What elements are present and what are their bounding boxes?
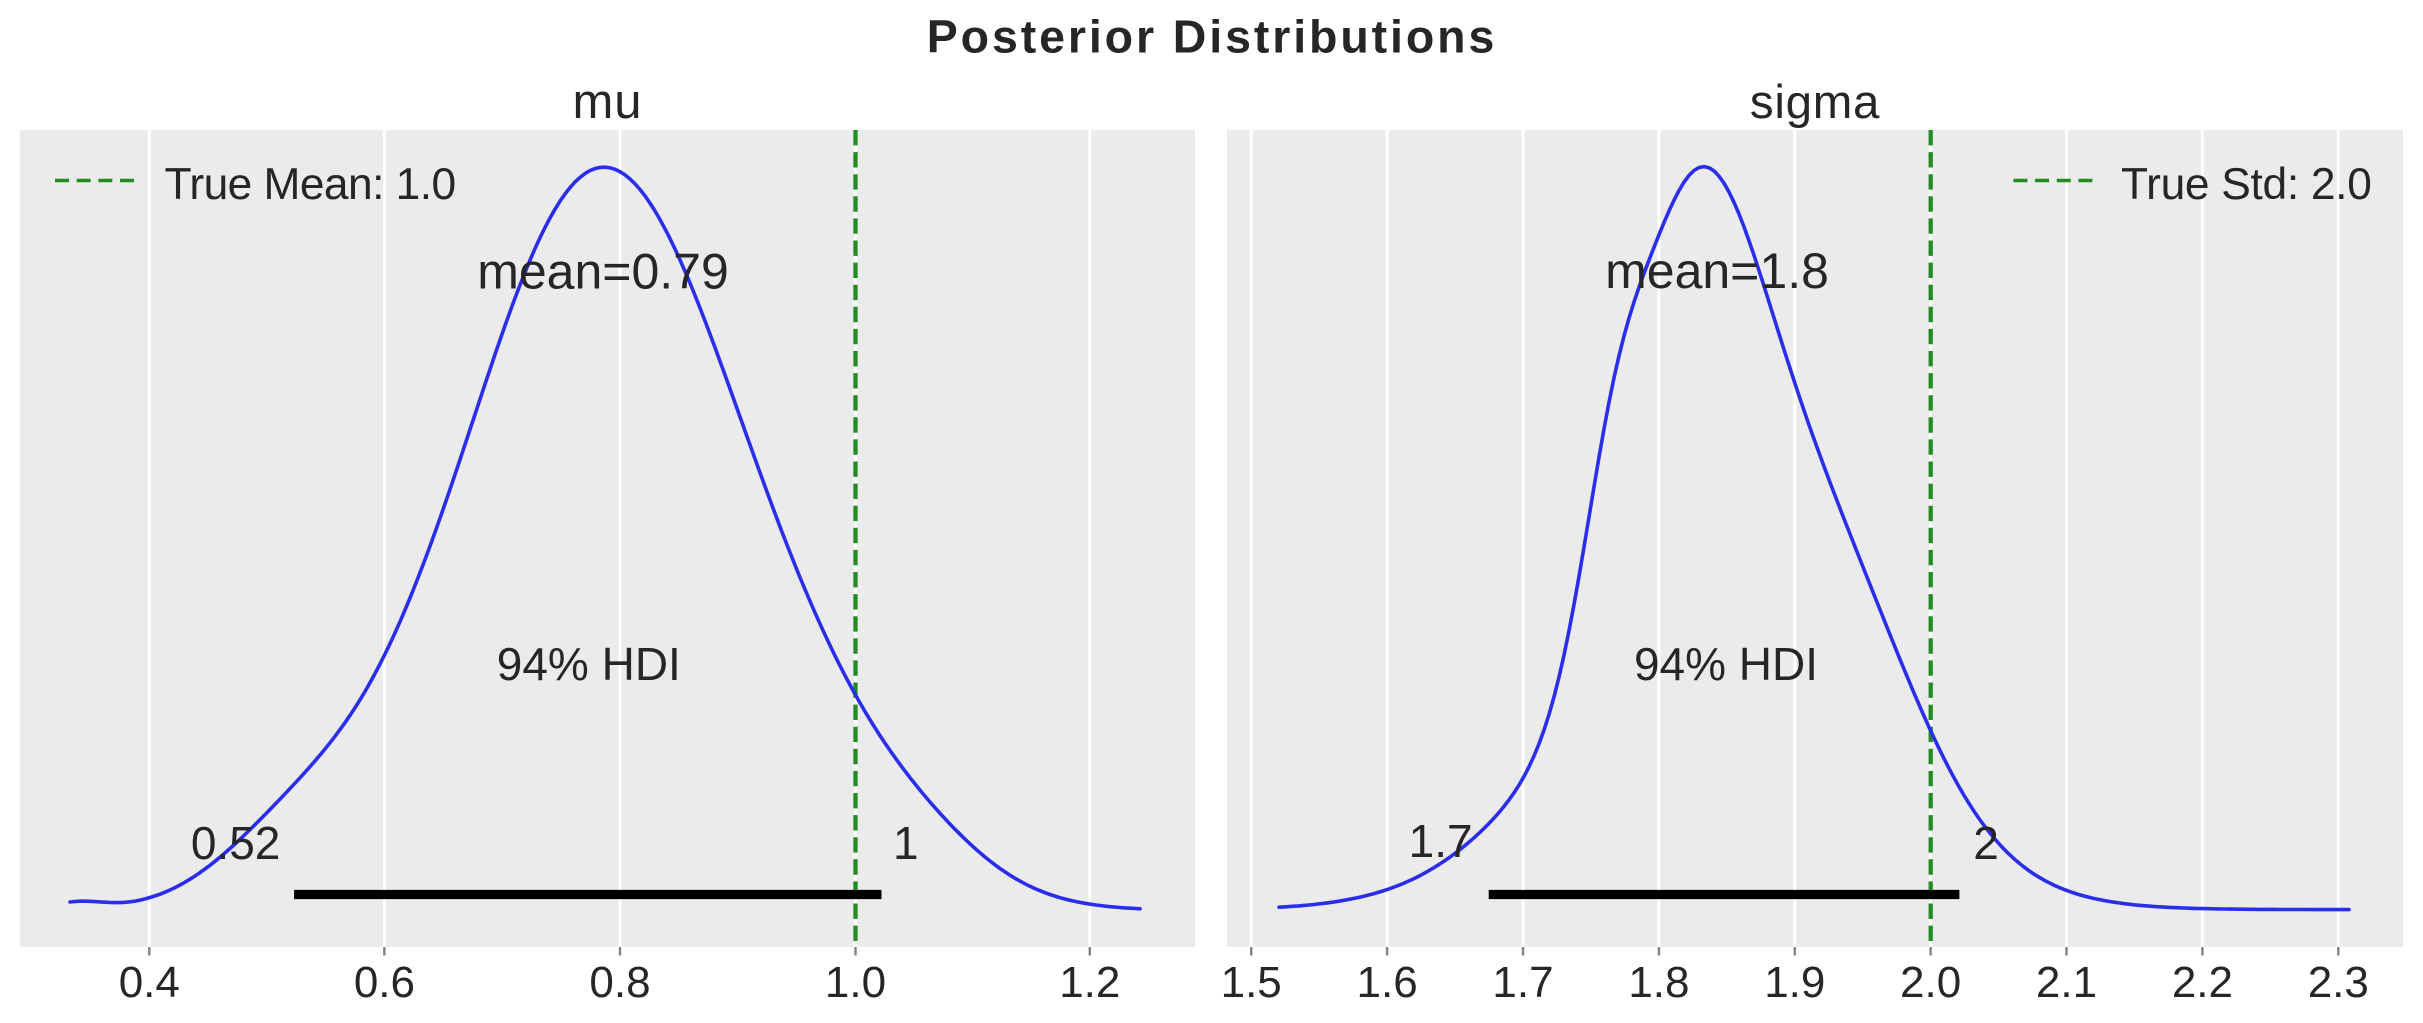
svg-text:1.7: 1.7 — [1492, 958, 1553, 1007]
svg-text:94% HDI: 94% HDI — [1634, 638, 1818, 690]
svg-text:1.6: 1.6 — [1357, 958, 1418, 1007]
svg-text:Posterior Distributions: Posterior Distributions — [927, 11, 1498, 63]
svg-text:2.2: 2.2 — [2172, 958, 2233, 1007]
svg-text:mean=0.79: mean=0.79 — [477, 244, 729, 300]
svg-text:mean=1.8: mean=1.8 — [1605, 243, 1829, 299]
svg-text:True Std: 2.0: True Std: 2.0 — [2121, 160, 2372, 209]
svg-text:1.0: 1.0 — [825, 958, 886, 1007]
svg-text:sigma: sigma — [1750, 76, 1880, 129]
svg-text:1.9: 1.9 — [1764, 958, 1825, 1007]
svg-text:True Mean: 1.0: True Mean: 1.0 — [165, 160, 456, 209]
svg-text:0.6: 0.6 — [354, 958, 415, 1007]
svg-text:1.5: 1.5 — [1221, 958, 1282, 1007]
svg-text:1: 1 — [893, 817, 919, 869]
svg-text:0.8: 0.8 — [589, 958, 650, 1007]
svg-text:2.0: 2.0 — [1900, 958, 1961, 1007]
svg-text:0.4: 0.4 — [119, 958, 180, 1007]
svg-text:1.8: 1.8 — [1628, 958, 1689, 1007]
svg-text:1.7: 1.7 — [1409, 815, 1473, 867]
svg-text:1.2: 1.2 — [1059, 958, 1120, 1007]
svg-text:0.52: 0.52 — [191, 817, 281, 869]
svg-text:2.3: 2.3 — [2308, 958, 2369, 1007]
svg-text:mu: mu — [572, 75, 642, 129]
svg-text:2: 2 — [1973, 817, 1999, 869]
svg-text:94% HDI: 94% HDI — [497, 638, 681, 690]
svg-text:2.1: 2.1 — [2036, 958, 2097, 1007]
